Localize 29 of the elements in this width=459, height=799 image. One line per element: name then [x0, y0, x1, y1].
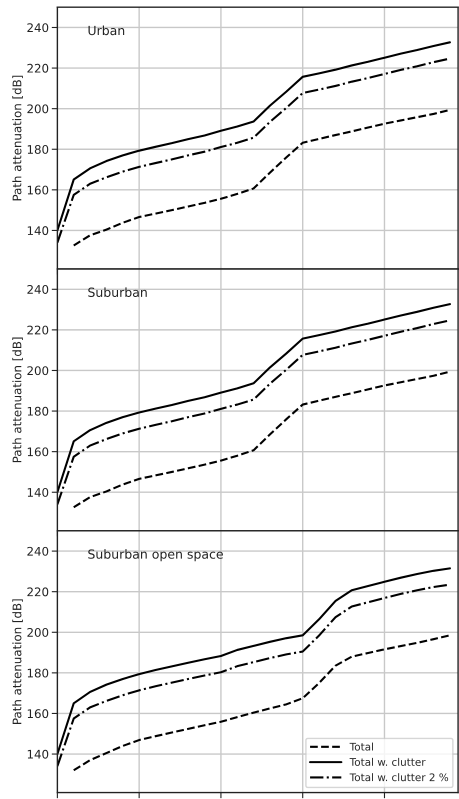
y-axis-title: Path attenuation [dB]: [12, 76, 23, 200]
y-tick-label: 140: [28, 750, 48, 759]
text: Urban: [88, 26, 124, 36]
y-tick-label: 220: [27, 64, 48, 73]
legend-label: Total w. clutter: [350, 758, 426, 766]
y-tick-label: 180: [28, 668, 48, 678]
legend-label: Total: [350, 742, 374, 751]
y-tick-label: 180: [28, 406, 48, 416]
y-tick-label: 140: [28, 488, 48, 497]
legend-label: Total w. clutter 2 %: [350, 773, 448, 782]
y-tick-label: 200: [27, 104, 48, 114]
y-tick-label: 140: [28, 226, 48, 236]
text: Suburban open space: [88, 549, 223, 562]
y-tick-label: 220: [27, 326, 48, 335]
y-tick-label: 220: [27, 587, 48, 596]
y-tick-label: 160: [28, 186, 48, 194]
line-series: [72, 634, 451, 772]
y-tick-label: 240: [27, 546, 48, 556]
text: Suburban: [88, 287, 147, 297]
y-tick-label: 180: [28, 144, 48, 154]
y-tick-label: 240: [27, 23, 48, 32]
y-tick-label: 160: [28, 709, 48, 718]
y-tick-label: 240: [27, 285, 48, 294]
y-tick-label: 200: [27, 366, 48, 376]
line-series: [72, 370, 451, 508]
y-axis-title: Path attenuation [dB]: [12, 599, 23, 724]
y-tick-label: 160: [28, 447, 48, 456]
y-axis-title: Path attenuation [dB]: [12, 338, 23, 462]
y-tick-label: 200: [27, 628, 48, 637]
